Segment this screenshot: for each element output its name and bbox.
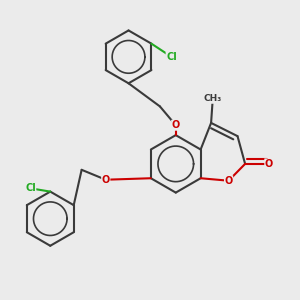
Text: O: O (172, 120, 180, 130)
Text: Cl: Cl (25, 183, 36, 193)
Text: O: O (224, 176, 233, 186)
Text: O: O (265, 159, 273, 169)
Text: O: O (102, 175, 110, 185)
Text: CH₃: CH₃ (204, 94, 222, 103)
Text: Cl: Cl (166, 52, 177, 62)
